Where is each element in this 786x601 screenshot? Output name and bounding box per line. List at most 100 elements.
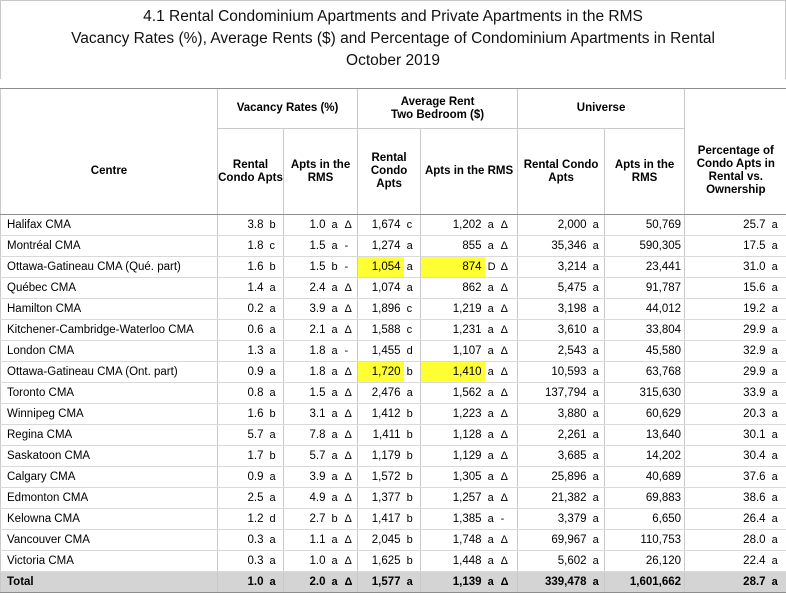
ar-condo-value: 1,074 [357, 277, 404, 299]
total-row: Total 1.0 a 2.0 a Δ 1,577 a 1,139 a Δ 339,478 a 1,601… [0, 571, 786, 593]
ar-rms-value: 1,107 [420, 340, 485, 362]
ar-condo-value: 1,455 [357, 340, 404, 362]
ar-rms-trend: Δ [499, 361, 518, 383]
u-condo-value: 69,967 [517, 529, 590, 551]
u-condo-value: 10,593 [517, 361, 590, 383]
vr-condo-value: 0.3 [217, 529, 267, 551]
ar-condo-quality: c [403, 214, 421, 236]
ar-rms-quality: a [484, 445, 500, 467]
vr-rms-value: 1.5 [283, 235, 329, 257]
u-condo-value: 21,382 [517, 487, 590, 509]
vr-rms-quality: a [328, 214, 344, 236]
u-condo-quality: a [589, 214, 605, 236]
vr-condo-quality: a [266, 319, 284, 341]
ar-condo-quality: b [403, 361, 421, 383]
vr-rms-quality: a [328, 361, 344, 383]
u-condo-value: 3,610 [517, 319, 590, 341]
vr-rms-trend: Δ [343, 550, 358, 572]
vr-condo-quality: a [266, 487, 284, 509]
pct-quality: a [768, 319, 786, 341]
centre-cell: Calgary CMA [0, 466, 218, 488]
centre-cell: Saskatoon CMA [0, 445, 218, 467]
vr-rms-quality: a [328, 382, 344, 404]
vr-rms-value: 2.7 [283, 508, 329, 530]
u-rms-value: 69,883 [604, 487, 685, 509]
vr-rms-quality: a [328, 403, 344, 425]
ar-rms-trend: Δ [499, 571, 518, 593]
vr-rms-quality: b [328, 508, 344, 530]
ar-rms-value: 1,305 [420, 466, 485, 488]
centre-cell: Québec CMA [0, 277, 218, 299]
table-row: Halifax CMA 3.8 b 1.0 a Δ 1,674 c 1,202 a Δ 2,000 a 5… [0, 214, 786, 236]
table-row: Kitchener-Cambridge-Waterloo CMA 0.6 a 2.1 a… [0, 319, 786, 341]
vr-rms-value: 1.0 [283, 550, 329, 572]
ar-rms-trend: Δ [499, 298, 518, 320]
vr-condo-value: 1.6 [217, 403, 267, 425]
vr-rms-value: 2.1 [283, 319, 329, 341]
ar-condo-value: 1,572 [357, 466, 404, 488]
pct-value: 28.0 [684, 529, 769, 551]
pct-value: 32.9 [684, 340, 769, 362]
ar-condo-quality: b [403, 550, 421, 572]
u-condo-quality: a [589, 424, 605, 446]
ar-condo-value: 1,896 [357, 298, 404, 320]
u-condo-value: 5,475 [517, 277, 590, 299]
table-row: London CMA 1.3 a 1.8 a -1,455 d 1,107 a Δ 2,543 a 45… [0, 340, 786, 362]
ar-rms-trend: Δ [499, 382, 518, 404]
vr-rms-trend: Δ [343, 298, 358, 320]
ar-rms-value: 874 [420, 256, 485, 278]
centre-cell: Ottawa-Gatineau CMA (Ont. part) [0, 361, 218, 383]
ar-rms-quality: a [484, 466, 500, 488]
vr-rms-trend: Δ [343, 319, 358, 341]
vr-rms-trend: Δ [343, 277, 358, 299]
u-condo-quality: a [589, 529, 605, 551]
vr-condo-value: 1.6 [217, 256, 267, 278]
ar-rms-quality: a [484, 424, 500, 446]
ar-rms-trend: Δ [499, 424, 518, 446]
ar-condo-value: 1,417 [357, 508, 404, 530]
ar-condo-value: 1,674 [357, 214, 404, 236]
ar-condo-value: 1,377 [357, 487, 404, 509]
header-vr-apts-rms: Apts in the RMS [282, 128, 358, 215]
pct-value: 22.4 [684, 550, 769, 572]
vr-condo-quality: b [266, 214, 284, 236]
table-row: Calgary CMA 0.9 a 3.9 a Δ 1,572 b 1,305 a Δ 25,896 a… [0, 466, 786, 488]
pct-value: 30.1 [684, 424, 769, 446]
header-blank-right [684, 88, 786, 129]
u-condo-quality: a [589, 550, 605, 572]
ar-condo-value: 2,476 [357, 382, 404, 404]
centre-cell: Total [0, 571, 218, 593]
vr-condo-value: 1.4 [217, 277, 267, 299]
ar-rms-quality: a [484, 298, 500, 320]
pct-quality: a [768, 529, 786, 551]
vr-rms-trend: Δ [343, 214, 358, 236]
centre-cell: Kelowna CMA [0, 508, 218, 530]
u-condo-quality: a [589, 361, 605, 383]
ar-rms-quality: a [484, 277, 500, 299]
vr-rms-trend: Δ [343, 529, 358, 551]
vr-rms-trend: Δ [343, 487, 358, 509]
ar-condo-value: 1,720 [357, 361, 404, 383]
table-row: Kelowna CMA 1.2 d 2.7 b Δ 1,417 b 1,385 a -3,379 a 6… [0, 508, 786, 530]
table-row: Ottawa-Gatineau CMA (Qué. part) 1.6 b 1.5 b -… [0, 256, 786, 278]
pct-quality: a [768, 466, 786, 488]
pct-value: 15.6 [684, 277, 769, 299]
ar-rms-value: 1,562 [420, 382, 485, 404]
vr-rms-trend: - [343, 256, 358, 278]
u-condo-quality: a [589, 571, 605, 593]
u-rms-value: 33,804 [604, 319, 685, 341]
header-u-rental-condo: Rental Condo Apts [517, 128, 605, 215]
u-condo-value: 2,000 [517, 214, 590, 236]
vr-rms-value: 1.0 [283, 214, 329, 236]
u-condo-value: 3,198 [517, 298, 590, 320]
table-row: Toronto CMA 0.8 a 1.5 a Δ 2,476 a 1,562 a Δ 137,794… [0, 382, 786, 404]
centre-cell: Vancouver CMA [0, 529, 218, 551]
centre-cell: Winnipeg CMA [0, 403, 218, 425]
u-rms-value: 590,305 [604, 235, 685, 257]
pct-quality: a [768, 424, 786, 446]
header-ar-rental-condo: Rental Condo Apts [357, 128, 421, 215]
vr-condo-value: 2.5 [217, 487, 267, 509]
u-condo-quality: a [589, 298, 605, 320]
pct-value: 29.9 [684, 361, 769, 383]
ar-rms-value: 1,231 [420, 319, 485, 341]
